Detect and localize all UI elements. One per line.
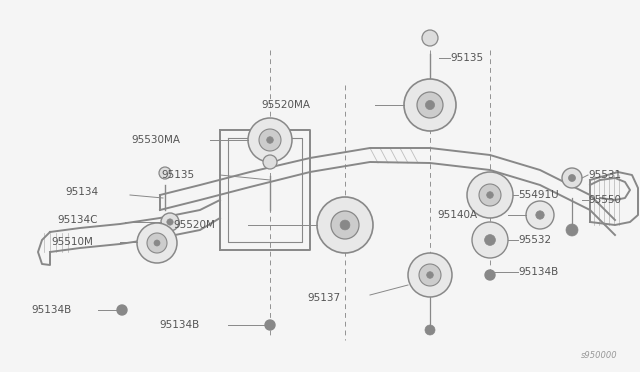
Circle shape xyxy=(331,211,359,239)
Text: 95531: 95531 xyxy=(588,170,621,180)
Text: 95135: 95135 xyxy=(162,170,195,180)
Text: 95134B: 95134B xyxy=(32,305,72,315)
Text: 95137: 95137 xyxy=(307,293,340,303)
Text: 95134B: 95134B xyxy=(160,320,200,330)
Circle shape xyxy=(417,92,443,118)
Circle shape xyxy=(267,137,273,143)
Text: 95532: 95532 xyxy=(518,235,551,245)
Circle shape xyxy=(568,174,575,182)
Text: 95520MA: 95520MA xyxy=(261,100,310,110)
Text: 95510M: 95510M xyxy=(51,237,93,247)
Circle shape xyxy=(526,201,554,229)
Circle shape xyxy=(536,211,544,219)
Circle shape xyxy=(161,213,179,231)
Text: 95134C: 95134C xyxy=(58,215,98,225)
Text: 95550: 95550 xyxy=(588,195,621,205)
Circle shape xyxy=(422,30,438,46)
Circle shape xyxy=(467,172,513,218)
Circle shape xyxy=(566,224,578,236)
Circle shape xyxy=(419,264,441,286)
Text: 55491U: 55491U xyxy=(518,190,559,200)
Circle shape xyxy=(117,305,127,315)
Text: 95134: 95134 xyxy=(65,187,98,197)
Circle shape xyxy=(427,272,433,278)
Circle shape xyxy=(484,235,495,246)
Circle shape xyxy=(408,253,452,297)
Circle shape xyxy=(404,79,456,131)
Circle shape xyxy=(426,100,435,109)
Circle shape xyxy=(159,167,171,179)
Circle shape xyxy=(263,155,277,169)
Circle shape xyxy=(486,192,493,198)
Text: 95530MA: 95530MA xyxy=(131,135,180,145)
Circle shape xyxy=(472,222,508,258)
Text: 95135: 95135 xyxy=(450,53,483,63)
Circle shape xyxy=(562,168,582,188)
Circle shape xyxy=(425,325,435,335)
Circle shape xyxy=(147,233,167,253)
Text: s950000: s950000 xyxy=(581,351,618,360)
Circle shape xyxy=(485,270,495,280)
Circle shape xyxy=(265,320,275,330)
Text: 95520M: 95520M xyxy=(173,220,215,230)
Text: 95140A: 95140A xyxy=(438,210,478,220)
Circle shape xyxy=(137,223,177,263)
Circle shape xyxy=(317,197,373,253)
Text: 95134B: 95134B xyxy=(518,267,558,277)
Circle shape xyxy=(248,118,292,162)
Circle shape xyxy=(167,219,173,225)
Circle shape xyxy=(479,184,501,206)
Circle shape xyxy=(259,129,281,151)
Circle shape xyxy=(154,240,160,246)
Circle shape xyxy=(340,220,350,230)
